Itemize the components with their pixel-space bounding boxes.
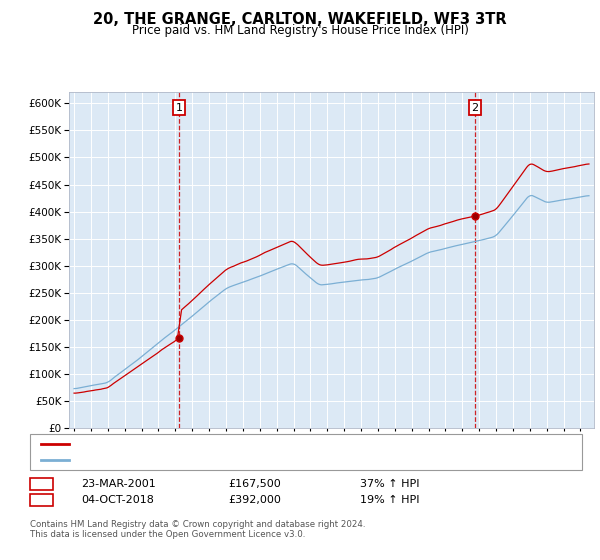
Text: 37% ↑ HPI: 37% ↑ HPI [360,479,419,489]
Text: 2: 2 [472,102,479,113]
Text: 19% ↑ HPI: 19% ↑ HPI [360,495,419,505]
Text: 1: 1 [176,102,182,113]
Text: 1: 1 [38,479,45,489]
Text: £392,000: £392,000 [228,495,281,505]
Text: Contains HM Land Registry data © Crown copyright and database right 2024.
This d: Contains HM Land Registry data © Crown c… [30,520,365,539]
Text: 2: 2 [38,495,45,505]
Text: Price paid vs. HM Land Registry's House Price Index (HPI): Price paid vs. HM Land Registry's House … [131,24,469,37]
Text: 04-OCT-2018: 04-OCT-2018 [81,495,154,505]
Text: HPI: Average price, detached house, Leeds: HPI: Average price, detached house, Leed… [75,455,289,465]
Text: 20, THE GRANGE, CARLTON, WAKEFIELD, WF3 3TR: 20, THE GRANGE, CARLTON, WAKEFIELD, WF3 … [93,12,507,27]
Text: 23-MAR-2001: 23-MAR-2001 [81,479,156,489]
Text: £167,500: £167,500 [228,479,281,489]
Text: 20, THE GRANGE, CARLTON, WAKEFIELD, WF3 3TR (detached house): 20, THE GRANGE, CARLTON, WAKEFIELD, WF3 … [75,439,416,449]
